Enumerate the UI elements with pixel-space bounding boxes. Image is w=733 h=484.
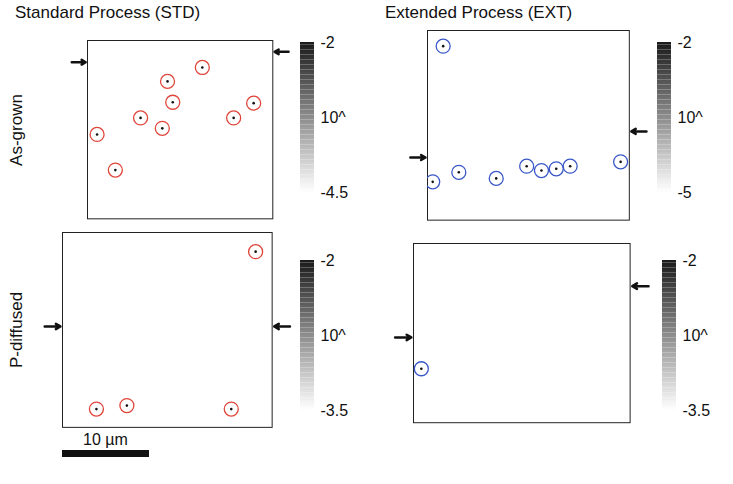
svg-text:10^: 10^ <box>678 109 704 126</box>
svg-text:10^: 10^ <box>321 327 347 344</box>
svg-text:-4.5: -4.5 <box>321 184 349 201</box>
html-text:Standard Process (STD): Standard Process (STD) <box>15 3 201 22</box>
svg-text:-3.5: -3.5 <box>321 402 349 419</box>
svg-text:-5: -5 <box>678 184 692 201</box>
svg-text:-2: -2 <box>683 252 697 269</box>
svg-text:10^: 10^ <box>321 109 347 126</box>
svg-text:-2: -2 <box>321 252 335 269</box>
svg-text:10 µm: 10 µm <box>83 431 128 448</box>
svg-text:As-grown: As-grown <box>7 94 26 166</box>
svg-text:10^: 10^ <box>683 327 709 344</box>
svg-text:-3.5: -3.5 <box>683 402 711 419</box>
svg-text:P-diffused: P-diffused <box>7 292 26 368</box>
html-text:Extended Process (EXT): Extended Process (EXT) <box>385 3 573 22</box>
svg-text:-2: -2 <box>678 34 692 51</box>
svg-text:-2: -2 <box>321 34 335 51</box>
